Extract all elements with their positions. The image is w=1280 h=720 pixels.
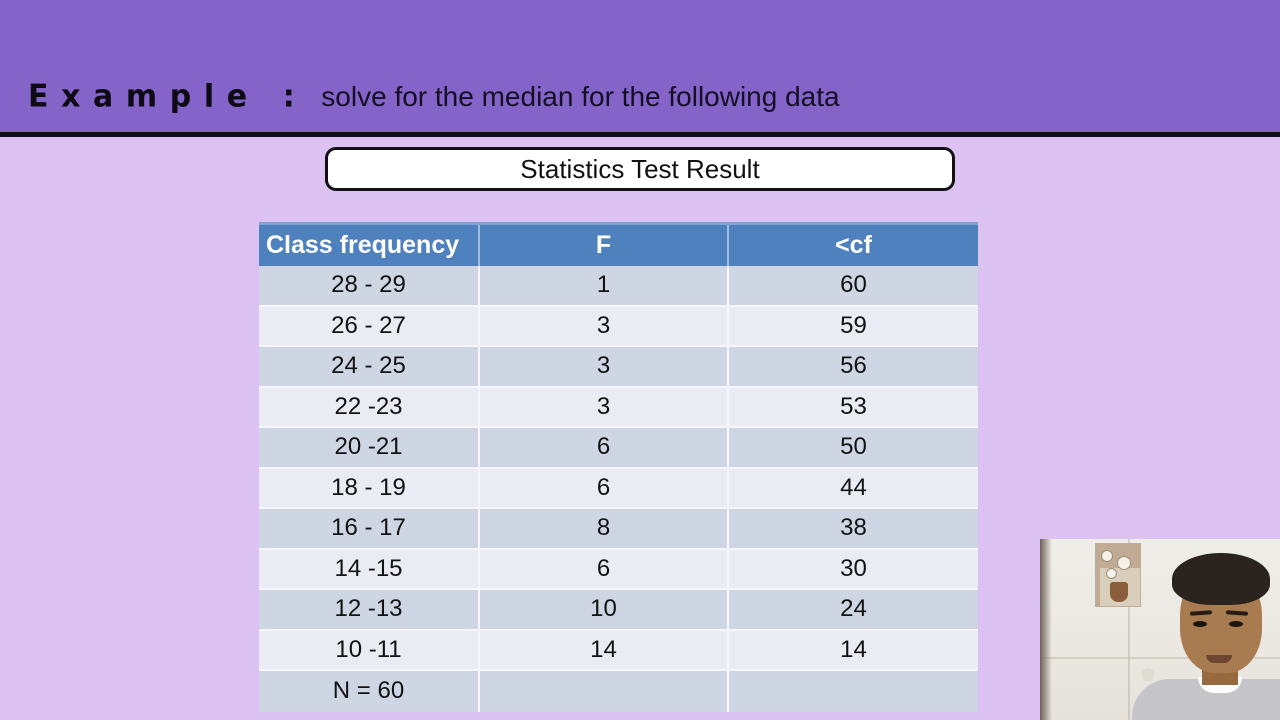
table-row: 16 - 17 8 38 [259, 509, 978, 550]
person-mouth [1206, 655, 1232, 663]
cell-cf: 30 [840, 554, 867, 582]
cell-cf: 44 [840, 473, 867, 501]
webcam-person [1040, 539, 1280, 720]
cell-cf: 24 [840, 595, 867, 623]
frequency-table: Class frequency F <cf 28 - 29 1 60 26 - … [259, 222, 978, 712]
cell-cf: 56 [840, 352, 867, 380]
cell-cf: 50 [840, 433, 867, 461]
column-header-cf: <cf [835, 231, 872, 259]
table-row: 18 - 19 6 44 [259, 468, 978, 509]
cell-cf [729, 671, 978, 712]
table-row: 10 -11 14 14 [259, 630, 978, 671]
table-row: 12 -13 10 24 [259, 590, 978, 631]
table-row: 28 - 29 1 60 [259, 266, 978, 307]
cell-f [480, 671, 729, 712]
vase-decoration [1110, 582, 1128, 602]
cell-class-interval: 26 - 27 [259, 306, 480, 345]
person-eye [1229, 621, 1243, 627]
cell-cf: 60 [840, 271, 867, 299]
person-eye [1193, 621, 1207, 627]
cell-class-interval: 16 - 17 [259, 509, 480, 548]
cell-cf: 59 [840, 311, 867, 339]
cell-class-interval: 10 -11 [259, 630, 480, 669]
cell-class-interval: 14 -15 [259, 549, 480, 588]
cell-cf: 38 [840, 514, 867, 542]
cell-f: 1 [480, 266, 729, 305]
flower-decoration [1101, 550, 1113, 562]
header-divider-line [0, 132, 1280, 137]
example-label: Example : [28, 78, 308, 115]
flower-decoration [1117, 556, 1131, 570]
cell-f: 6 [480, 428, 729, 467]
wall-seam [1040, 657, 1280, 659]
column-header-f: F [480, 225, 729, 266]
person-hair [1172, 553, 1270, 605]
table-title: Statistics Test Result [520, 153, 760, 184]
cell-f: 14 [480, 630, 729, 669]
cell-class-interval: 22 -23 [259, 387, 480, 426]
cell-cf: 53 [840, 392, 867, 420]
cell-f: 8 [480, 509, 729, 548]
table-header-row: Class frequency F <cf [259, 222, 978, 266]
table-row: 22 -23 3 53 [259, 387, 978, 428]
cell-class-interval: N = 60 [259, 671, 480, 712]
picture-frame [1095, 543, 1141, 607]
webcam-edge-shadow [1040, 539, 1052, 720]
webcam-overlay [1040, 539, 1280, 720]
table-row: 20 -21 6 50 [259, 428, 978, 469]
cell-class-interval: 20 -21 [259, 428, 480, 467]
cell-f: 3 [480, 387, 729, 426]
table-row: 24 - 25 3 56 [259, 347, 978, 388]
cell-cf: 14 [840, 635, 867, 663]
cell-class-interval: 18 - 19 [259, 468, 480, 507]
table-row: 26 - 27 3 59 [259, 306, 978, 347]
header-band: Example : solve for the median for the f… [0, 0, 1280, 132]
flower-decoration [1106, 568, 1117, 579]
table-row: N = 60 [259, 671, 978, 712]
cell-f: 10 [480, 590, 729, 629]
cell-f: 6 [480, 468, 729, 507]
wall-seam [1128, 539, 1130, 720]
cell-f: 6 [480, 549, 729, 588]
table-body: 28 - 29 1 60 26 - 27 3 59 24 - 25 3 56 2… [259, 266, 978, 712]
table-title-box: Statistics Test Result [325, 147, 955, 191]
header-subtitle: solve for the median for the following d… [321, 81, 840, 112]
cell-class-interval: 12 -13 [259, 590, 480, 629]
cell-f: 3 [480, 347, 729, 386]
cell-class-interval: 28 - 29 [259, 266, 480, 305]
table-row: 14 -15 6 30 [259, 549, 978, 590]
cell-f: 3 [480, 306, 729, 345]
cell-class-interval: 24 - 25 [259, 347, 480, 386]
column-header-class-frequency: Class frequency [259, 225, 480, 266]
